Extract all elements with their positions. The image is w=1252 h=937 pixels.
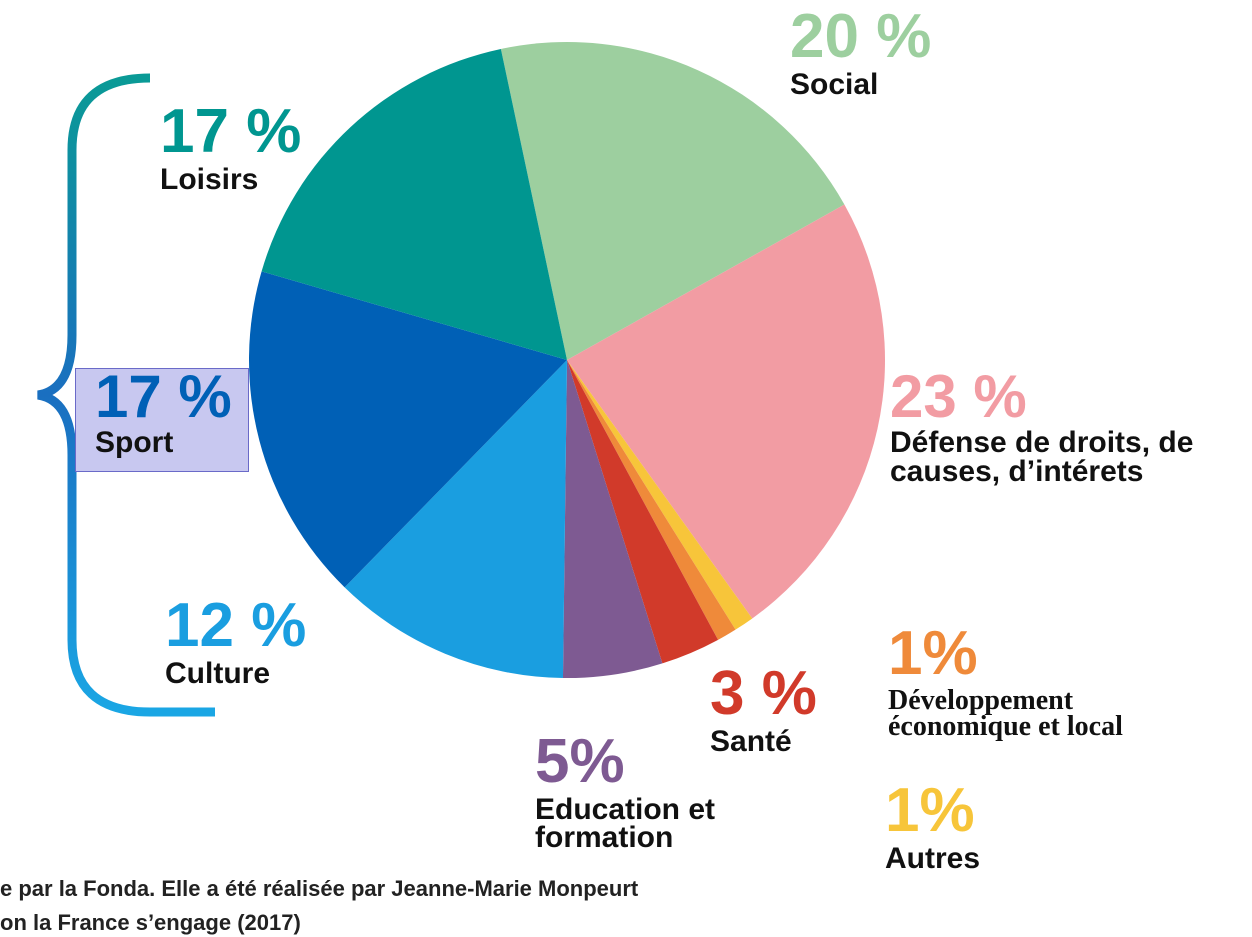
category-label: Santé xyxy=(710,724,792,758)
pie-slice xyxy=(567,360,753,630)
category-label: Social xyxy=(790,67,879,101)
pie-slice xyxy=(567,360,719,664)
pie-slice xyxy=(248,271,567,588)
value-label: 23 % xyxy=(890,363,1027,430)
category-label: Défense de droits, de causes, d’intérets xyxy=(890,426,1194,488)
pie-slice xyxy=(500,42,845,361)
category-label: Education et formation xyxy=(535,792,716,855)
value-label: 17 % xyxy=(160,97,302,166)
footnote: on la France s’engage (2017) xyxy=(0,910,301,935)
value-label: 1% xyxy=(888,619,978,688)
pie-slice xyxy=(344,360,567,678)
category-label: Loisirs xyxy=(160,162,259,196)
value-label: 5% xyxy=(535,727,625,796)
slice-label: 12 % Culture xyxy=(165,591,345,690)
footnote: e par la Fonda. Elle a été réalisée par … xyxy=(0,876,639,901)
value-label: 3 % xyxy=(710,659,817,728)
sport-box xyxy=(75,368,249,472)
slice-label: 1% Développement économique et local xyxy=(888,619,1178,743)
slice-label: 1% Autres xyxy=(885,776,1085,875)
value-label: 1% xyxy=(885,776,975,845)
category-label: Autres xyxy=(885,841,981,875)
pie-slice xyxy=(567,360,736,640)
value-label: 20 % xyxy=(790,2,932,71)
pie-slice xyxy=(261,48,567,360)
pie-slice xyxy=(567,204,885,619)
slice-label: 17 % Loisirs xyxy=(160,97,340,196)
pie-slice xyxy=(562,360,663,678)
bracket xyxy=(37,73,215,717)
category-label: Sport xyxy=(95,426,174,459)
slice-label: 20 % Social xyxy=(790,2,990,101)
slice-label: 17 % Sport xyxy=(95,363,255,459)
slice-label: 3 % Santé xyxy=(710,659,850,758)
value-label: 12 % xyxy=(165,591,307,660)
slice-label: 5% Education et formation xyxy=(535,727,765,855)
category-label: Culture xyxy=(165,656,270,690)
category-label: Développement économique et local xyxy=(888,684,1123,743)
value-label: 17 % xyxy=(95,363,232,430)
slice-label: 23 % Défense de droits, de causes, d’inté… xyxy=(890,363,1230,488)
